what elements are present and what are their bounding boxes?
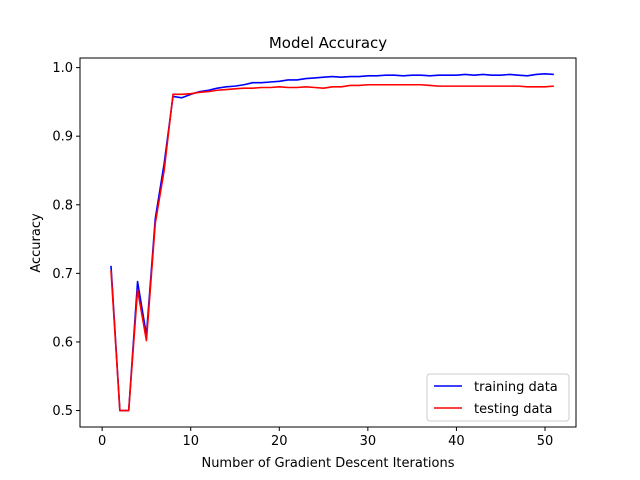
plot-frame bbox=[79, 57, 577, 428]
x-tick-label: 10 bbox=[182, 434, 199, 449]
y-tick-label: 1.0 bbox=[52, 61, 73, 76]
x-tick-label: 50 bbox=[537, 434, 554, 449]
x-tick-label: 40 bbox=[448, 434, 465, 449]
legend-box bbox=[426, 373, 570, 422]
legend-label-testing: testing data bbox=[474, 402, 552, 417]
x-axis-label: Number of Gradient Descent Iterations bbox=[201, 456, 454, 471]
axes-layer: 0 10 20 30 40 50 0.5 0.6 0.7 0.8 0.9 1.0 bbox=[52, 57, 577, 449]
y-axis-label: Accuracy bbox=[29, 213, 44, 273]
legend-label-training: training data bbox=[474, 380, 558, 395]
x-tick-label: 0 bbox=[98, 434, 106, 449]
y-tick-label: 0.6 bbox=[52, 335, 73, 350]
legend: training data testing data bbox=[426, 373, 570, 422]
series-line-training-data bbox=[110, 72, 554, 412]
y-tick-label: 0.8 bbox=[52, 198, 73, 213]
plot-layer bbox=[110, 72, 554, 412]
y-tick-label: 0.5 bbox=[52, 404, 73, 419]
x-tick-label: 20 bbox=[271, 434, 288, 449]
x-tick-label: 30 bbox=[360, 434, 377, 449]
y-tick-label: 0.9 bbox=[52, 130, 73, 145]
y-tick-label: 0.7 bbox=[52, 267, 73, 282]
chart-title: Model Accuracy bbox=[269, 34, 387, 52]
series-line-testing-data bbox=[110, 83, 554, 412]
